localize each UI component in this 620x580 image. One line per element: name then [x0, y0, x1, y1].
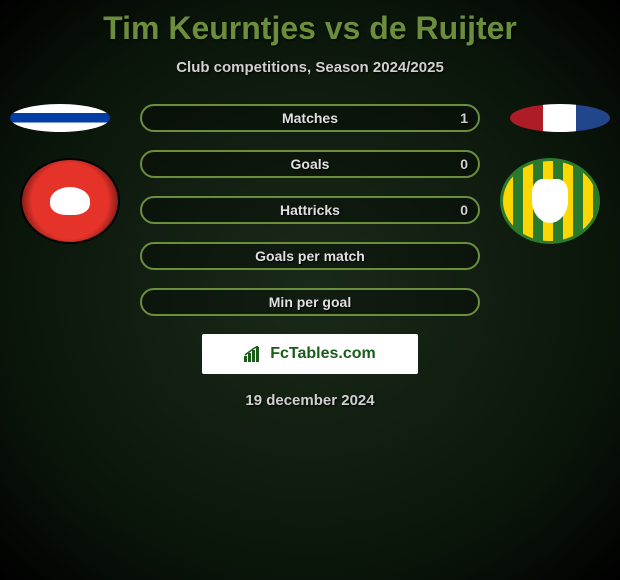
player-left-flag: [10, 104, 110, 132]
stat-row-goals: Goals 0: [140, 150, 480, 178]
stat-label: Min per goal: [269, 294, 351, 310]
player-right-flag: [510, 104, 610, 132]
stat-label: Goals: [291, 156, 330, 172]
stat-row-goals-per-match: Goals per match: [140, 242, 480, 270]
date-label: 19 december 2024: [0, 392, 620, 409]
stat-rows: Matches 1 Goals 0 Hattricks 0 Goals per …: [140, 104, 480, 316]
stat-right-value: 0: [460, 202, 468, 218]
stat-label: Goals per match: [255, 248, 365, 264]
bar-chart-icon: [244, 346, 264, 362]
stat-right-value: 1: [460, 110, 468, 126]
stat-right-value: 0: [460, 156, 468, 172]
stat-label: Matches: [282, 110, 338, 126]
player-left-club-logo: [20, 158, 120, 244]
stat-label: Hattricks: [280, 202, 340, 218]
stat-row-matches: Matches 1: [140, 104, 480, 132]
comparison-area: Matches 1 Goals 0 Hattricks 0 Goals per …: [0, 104, 620, 409]
page-title: Tim Keurntjes vs de Ruijter: [0, 0, 620, 47]
branding-banner[interactable]: FcTables.com: [202, 334, 418, 374]
player-right-club-logo: [500, 158, 600, 244]
subtitle: Club competitions, Season 2024/2025: [0, 59, 620, 76]
stat-row-min-per-goal: Min per goal: [140, 288, 480, 316]
stat-row-hattricks: Hattricks 0: [140, 196, 480, 224]
branding-text: FcTables.com: [270, 345, 376, 363]
